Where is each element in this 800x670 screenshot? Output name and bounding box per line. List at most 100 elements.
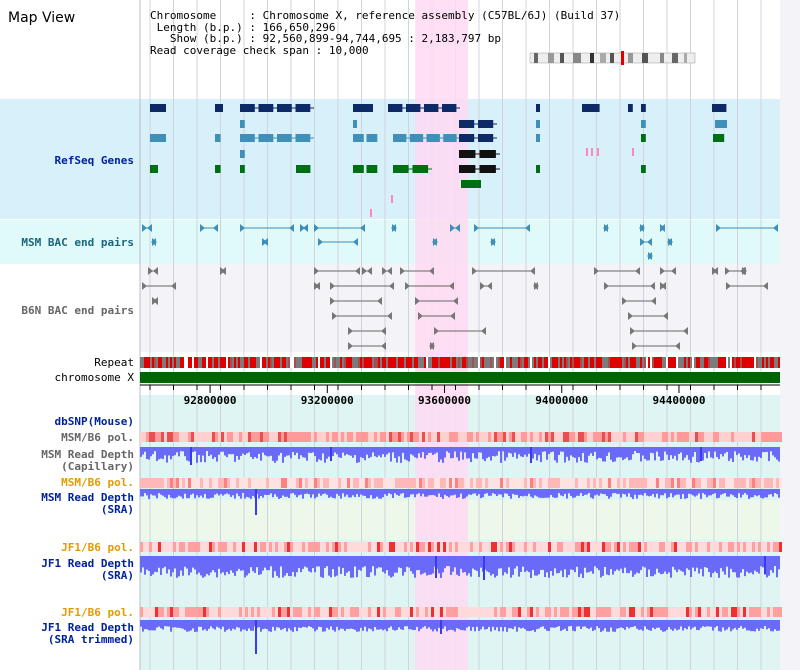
read-depth-bar bbox=[174, 447, 176, 456]
read-depth-bar bbox=[414, 620, 416, 630]
read-depth-bar bbox=[314, 556, 316, 573]
read-depth-bar bbox=[578, 447, 580, 458]
msm-bac-end-pairs-label[interactable]: MSM BAC end pairs bbox=[21, 236, 134, 249]
b6n-bac-end-pairs-label[interactable]: B6N BAC end pairs bbox=[21, 304, 134, 317]
msm-pol-label-1[interactable]: MSM/B6 pol. bbox=[61, 431, 134, 444]
gene-exon bbox=[240, 104, 255, 112]
read-depth-bar bbox=[480, 556, 482, 568]
polymorphism-cell bbox=[482, 607, 485, 617]
jf1-read-depth-sra-label[interactable]: JF1 Read Depth bbox=[41, 557, 134, 570]
b6n-bac-end bbox=[487, 282, 492, 290]
read-depth-bar bbox=[618, 620, 620, 629]
polymorphism-cell bbox=[356, 542, 359, 552]
read-depth-bar bbox=[600, 556, 602, 578]
read-depth-bar bbox=[366, 447, 368, 455]
polymorphism-cell bbox=[512, 542, 515, 552]
repeat-segment bbox=[482, 357, 484, 368]
msm-read-depth-capillary-label[interactable]: MSM Read Depth bbox=[41, 448, 134, 461]
read-depth-bar bbox=[620, 620, 622, 628]
polymorphism-cell bbox=[446, 542, 449, 552]
polymorphism-cell bbox=[389, 478, 392, 488]
read-depth-bar bbox=[304, 556, 306, 567]
msm-bac-end bbox=[647, 238, 652, 246]
polymorphism-cell bbox=[467, 542, 470, 552]
read-depth-bar bbox=[264, 447, 266, 456]
read-depth-bar bbox=[186, 620, 188, 632]
polymorphism-cell bbox=[200, 542, 203, 552]
dbsnp-label[interactable]: dbSNP(Mouse) bbox=[54, 415, 134, 428]
read-depth-bar bbox=[740, 489, 742, 498]
read-depth-bar bbox=[390, 556, 392, 578]
read-depth-bar bbox=[282, 620, 284, 630]
read-depth-bar bbox=[702, 447, 704, 461]
polymorphism-cell bbox=[770, 432, 773, 442]
polymorphism-cell bbox=[602, 432, 605, 442]
polymorphism-cell bbox=[422, 542, 425, 552]
msm-pol-label-2[interactable]: MSM/B6 pol. bbox=[61, 476, 134, 489]
jf1-pol-label-2[interactable]: JF1/B6 pol. bbox=[61, 606, 134, 619]
read-depth-bar bbox=[774, 489, 776, 494]
jf1-pol-label-1[interactable]: JF1/B6 pol. bbox=[61, 541, 134, 554]
read-depth-bar bbox=[378, 489, 380, 499]
read-depth-bar bbox=[592, 489, 594, 499]
msm-bac-end bbox=[640, 238, 645, 246]
polymorphism-cell bbox=[554, 432, 557, 442]
repeat-segment bbox=[294, 357, 296, 368]
polymorphism-cell bbox=[452, 542, 455, 552]
gene-tick bbox=[632, 148, 634, 156]
read-depth-bar bbox=[570, 489, 572, 496]
read-depth-bar bbox=[268, 556, 270, 571]
polymorphism-cell bbox=[488, 478, 491, 488]
read-depth-bar bbox=[536, 620, 538, 630]
polymorphism-cell bbox=[275, 478, 278, 488]
repeat-segment bbox=[196, 357, 198, 368]
read-depth-bar bbox=[716, 556, 718, 574]
repeat-segment bbox=[502, 357, 504, 368]
read-depth-bar bbox=[428, 447, 430, 453]
read-depth-bar bbox=[482, 489, 484, 498]
polymorphism-cell bbox=[488, 432, 491, 442]
read-depth-bar bbox=[484, 620, 486, 630]
polymorphism-cell bbox=[533, 607, 536, 617]
polymorphism-cell bbox=[761, 478, 764, 488]
read-depth-bar bbox=[364, 620, 366, 627]
read-depth-bar bbox=[242, 620, 244, 630]
read-depth-bar bbox=[752, 447, 754, 461]
read-depth-bar bbox=[714, 447, 716, 452]
read-depth-bar bbox=[220, 620, 222, 630]
read-depth-bar bbox=[422, 620, 424, 628]
polymorphism-cell bbox=[476, 478, 479, 488]
polymorphism-cell bbox=[593, 432, 596, 442]
read-depth-bar bbox=[646, 447, 648, 461]
msm-bac-end bbox=[603, 224, 608, 232]
b6n-bac-end bbox=[671, 267, 676, 275]
read-depth-bar bbox=[542, 447, 544, 452]
polymorphism-cell bbox=[227, 607, 230, 617]
read-depth-bar bbox=[760, 489, 762, 498]
read-depth-bar bbox=[618, 447, 620, 458]
read-depth-bar bbox=[670, 489, 672, 494]
read-depth-bar bbox=[318, 447, 320, 460]
repeat-segment bbox=[452, 357, 454, 368]
msm-read-depth-sra-label[interactable]: MSM Read Depth bbox=[41, 491, 134, 504]
polymorphism-cell bbox=[596, 607, 599, 617]
polymorphism-cell bbox=[650, 432, 653, 442]
read-depth-bar bbox=[382, 447, 384, 455]
read-depth-bar bbox=[154, 556, 156, 572]
polymorphism-cell bbox=[644, 607, 647, 617]
read-depth-bar bbox=[410, 447, 412, 455]
read-depth-bar bbox=[426, 447, 428, 456]
polymorphism-cell bbox=[239, 542, 242, 552]
polymorphism-cell bbox=[212, 478, 215, 488]
jf1-read-depth-trimmed-label[interactable]: JF1 Read Depth bbox=[41, 621, 134, 634]
polymorphism-cell bbox=[404, 478, 407, 488]
read-depth-bar bbox=[272, 620, 274, 627]
polymorphism-cell bbox=[485, 432, 488, 442]
read-depth-bar bbox=[178, 447, 180, 457]
refseq-genes-label[interactable]: RefSeq Genes bbox=[54, 154, 134, 167]
read-depth-bar bbox=[602, 620, 604, 631]
read-depth-bar bbox=[768, 489, 770, 495]
polymorphism-cell bbox=[203, 432, 206, 442]
polymorphism-cell bbox=[524, 542, 527, 552]
